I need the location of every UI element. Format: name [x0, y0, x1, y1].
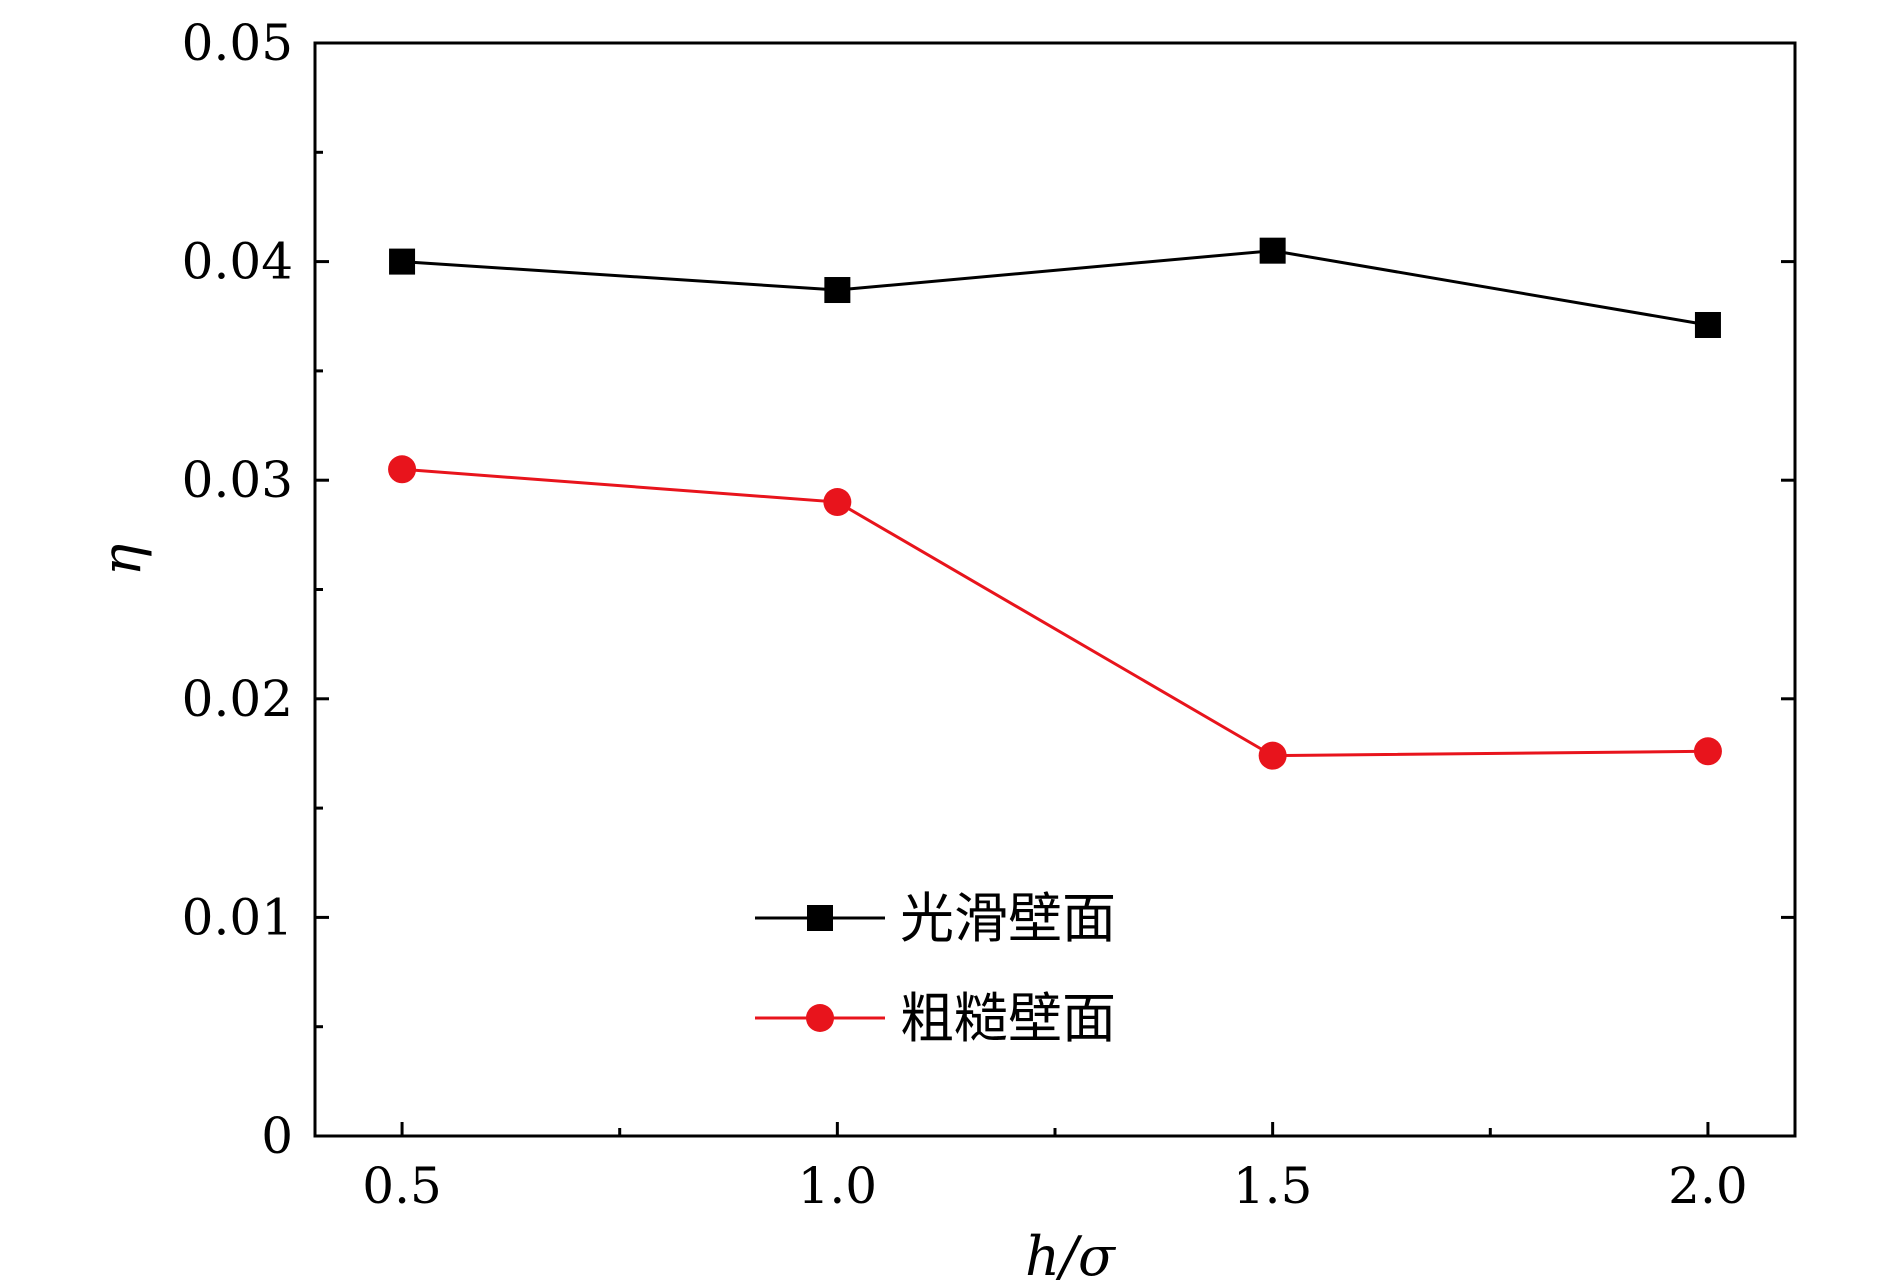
series-line-1: [401, 249, 1709, 327]
data-point-square: [1694, 311, 1721, 338]
data-point-circle: [388, 455, 417, 484]
legend-label-rough: 粗糙壁面: [900, 987, 1116, 1050]
data-point-circle: [823, 488, 852, 517]
data-point-square: [1259, 237, 1286, 264]
data-point-circle: [1693, 737, 1722, 766]
x-tick-label: 1.5: [1233, 1157, 1313, 1215]
y-tick-label: 0.02: [182, 670, 293, 728]
legend-marker-square: [807, 905, 833, 931]
data-point-square: [824, 277, 851, 304]
plot-frame: [313, 41, 1797, 1138]
x-tick-label: 0.5: [362, 1157, 442, 1215]
y-axis-ticks: 0 0.01 0.02 0.03 0.04 0.05: [182, 14, 1795, 1165]
x-tick-label: 2.0: [1668, 1157, 1748, 1215]
y-tick-label: 0.05: [182, 14, 293, 72]
series-line-2: [401, 467, 1708, 758]
legend-label-smooth: 光滑壁面: [900, 887, 1116, 950]
legend: 光滑壁面 粗糙壁面: [755, 887, 1116, 1050]
x-tick-label: 1.0: [798, 1157, 878, 1215]
y-tick-label: 0.01: [182, 888, 293, 946]
y-tick-label: 0: [261, 1107, 293, 1165]
data-point-circle: [1258, 741, 1287, 770]
legend-marker-circle: [806, 1004, 834, 1032]
series-layer: [388, 237, 1722, 770]
y-tick-label: 0.03: [182, 451, 293, 509]
y-axis-title: η: [90, 544, 153, 576]
data-point-square: [389, 248, 416, 275]
x-axis-title: h/σ: [1025, 1225, 1117, 1288]
y-tick-label: 0.04: [182, 233, 293, 291]
x-axis-ticks: 0.5 1.0 1.5 2.0: [362, 1122, 1748, 1215]
